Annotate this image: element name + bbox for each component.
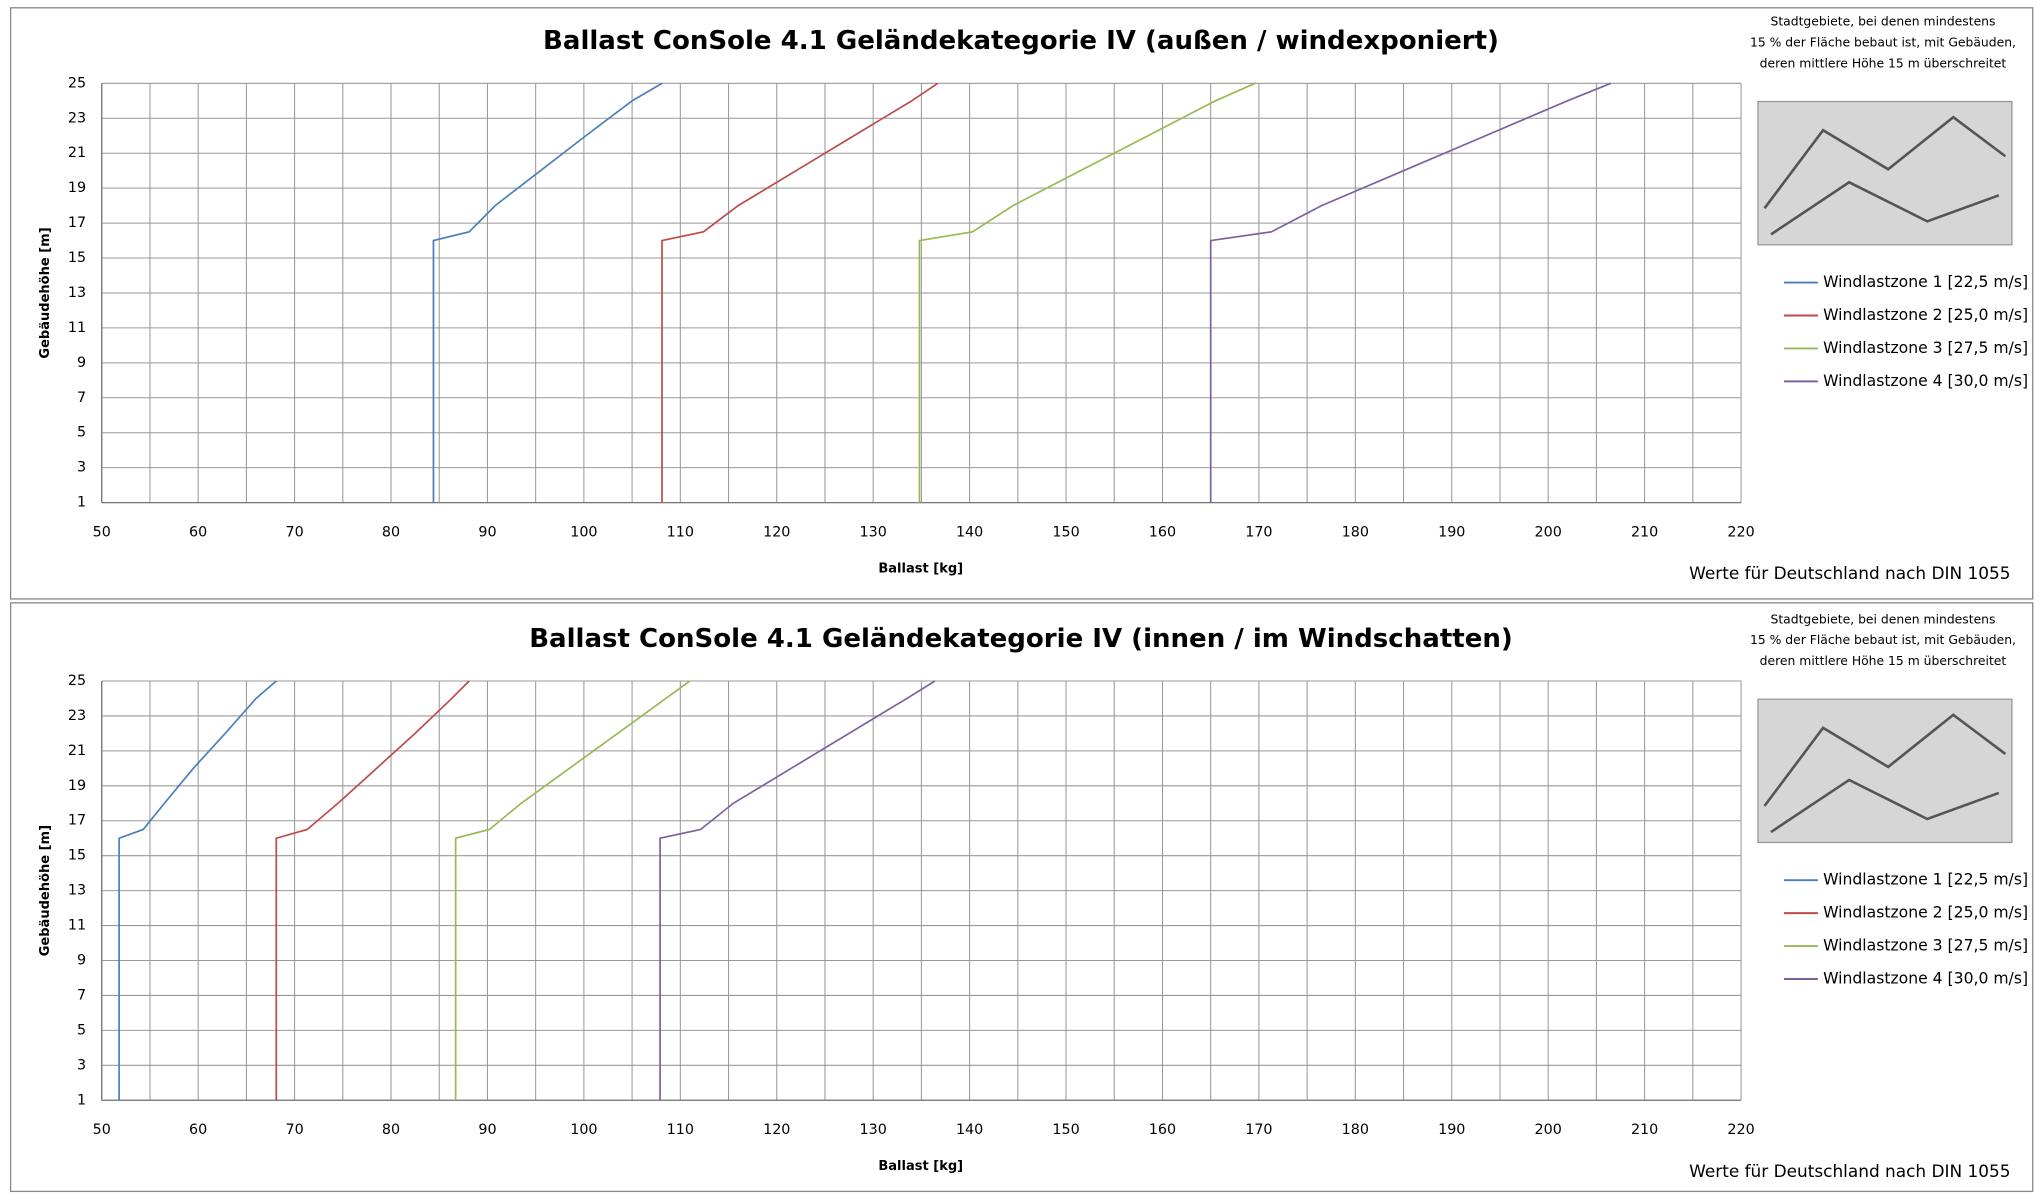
- y-tick-label: 19: [68, 778, 86, 794]
- y-tick-label: 5: [77, 1022, 86, 1038]
- legend-label: Windlastzone 4 [30,0 m/s]: [1823, 970, 2028, 988]
- y-axis-label: Gebäudehöhe [m]: [38, 825, 53, 956]
- y-tick-label: 1: [77, 495, 86, 511]
- dashboard: Ballast ConSole 4.1 Geländekategorie IV …: [0, 0, 2042, 1194]
- y-tick-label: 21: [68, 743, 86, 759]
- x-tick-label: 190: [1438, 525, 1465, 541]
- legend-label: Windlastzone 1 [22,5 m/s]: [1823, 273, 2028, 291]
- legend-label: Windlastzone 4 [30,0 m/s]: [1823, 372, 2028, 390]
- x-tick-label: 110: [667, 525, 694, 541]
- y-tick-label: 17: [68, 813, 86, 829]
- x-tick-label: 140: [956, 1122, 983, 1138]
- note: 15 % der Fläche bebaut ist, mit Gebäuden…: [1750, 633, 2016, 647]
- x-tick-label: 70: [285, 525, 303, 541]
- y-tick-label: 3: [77, 460, 86, 476]
- x-tick-label: 150: [1052, 525, 1079, 541]
- chart-title: Ballast ConSole 4.1 Geländekategorie IV …: [543, 26, 1499, 56]
- y-tick-label: 21: [68, 145, 86, 161]
- y-tick-label: 15: [68, 848, 86, 864]
- footer: Werte für Deutschland nach DIN 1055: [1689, 1161, 2010, 1181]
- x-tick-label: 170: [1245, 525, 1272, 541]
- x-axis-label: Ballast [kg]: [878, 1159, 963, 1174]
- x-tick-label: 220: [1727, 525, 1754, 541]
- x-tick-label: 140: [956, 525, 983, 541]
- x-tick-label: 60: [189, 525, 207, 541]
- legend-label: Windlastzone 3 [27,5 m/s]: [1823, 339, 2028, 357]
- x-tick-label: 190: [1438, 1122, 1465, 1138]
- y-tick-label: 7: [77, 987, 86, 1003]
- x-tick-label: 100: [570, 1122, 597, 1138]
- y-tick-label: 23: [68, 110, 86, 126]
- x-tick-label: 150: [1052, 1122, 1079, 1138]
- legend-label: Windlastzone 2 [25,0 m/s]: [1823, 904, 2028, 922]
- y-tick-label: 7: [77, 390, 86, 406]
- y-tick-label: 11: [68, 320, 86, 336]
- legend-label: Windlastzone 1 [22,5 m/s]: [1823, 871, 2028, 889]
- x-tick-label: 50: [93, 1122, 111, 1138]
- x-tick-label: 200: [1535, 1122, 1562, 1138]
- x-tick-label: 180: [1342, 1122, 1369, 1138]
- chart-title: Ballast ConSole 4.1 Geländekategorie IV …: [529, 624, 1513, 654]
- y-tick-label: 9: [77, 952, 86, 968]
- x-tick-label: 100: [570, 525, 597, 541]
- x-tick-label: 210: [1631, 525, 1658, 541]
- panel: [11, 603, 2033, 1192]
- x-tick-label: 80: [382, 525, 400, 541]
- y-tick-label: 17: [68, 215, 86, 231]
- note: Stadtgebiete, bei denen mindestens: [1770, 612, 1995, 626]
- legend-label: Windlastzone 3 [27,5 m/s]: [1823, 937, 2028, 955]
- note: Stadtgebiete, bei denen mindestens: [1770, 15, 1995, 29]
- x-tick-label: 220: [1727, 1122, 1754, 1138]
- x-tick-label: 160: [1149, 525, 1176, 541]
- y-tick-label: 13: [68, 883, 86, 899]
- x-tick-label: 170: [1245, 1122, 1272, 1138]
- note: 15 % der Fläche bebaut ist, mit Gebäuden…: [1750, 35, 2016, 49]
- x-tick-label: 90: [478, 525, 496, 541]
- y-tick-label: 23: [68, 708, 86, 724]
- x-tick-label: 120: [763, 525, 790, 541]
- y-tick-label: 11: [68, 918, 86, 934]
- x-tick-label: 60: [189, 1122, 207, 1138]
- panel: [11, 8, 2033, 599]
- x-tick-label: 130: [860, 525, 887, 541]
- y-tick-label: 15: [68, 250, 86, 266]
- x-tick-label: 110: [667, 1122, 694, 1138]
- x-tick-label: 160: [1149, 1122, 1176, 1138]
- x-tick-label: 210: [1631, 1122, 1658, 1138]
- y-tick-label: 1: [77, 1092, 86, 1108]
- city-image: [1758, 102, 2012, 245]
- x-tick-label: 200: [1535, 525, 1562, 541]
- x-tick-label: 120: [763, 1122, 790, 1138]
- x-tick-label: 90: [478, 1122, 496, 1138]
- x-tick-label: 130: [860, 1122, 887, 1138]
- legend-label: Windlastzone 2 [25,0 m/s]: [1823, 306, 2028, 324]
- x-axis-label: Ballast [kg]: [878, 562, 963, 577]
- note: deren mittlere Höhe 15 m überschreitet: [1760, 654, 2007, 668]
- footer: Werte für Deutschland nach DIN 1055: [1689, 563, 2010, 583]
- x-tick-label: 50: [93, 525, 111, 541]
- y-tick-label: 3: [77, 1057, 86, 1073]
- y-tick-label: 13: [68, 285, 86, 301]
- city-image: [1758, 699, 2012, 842]
- y-tick-label: 9: [77, 355, 86, 371]
- y-tick-label: 25: [68, 75, 86, 91]
- x-tick-label: 80: [382, 1122, 400, 1138]
- y-tick-label: 19: [68, 180, 86, 196]
- y-tick-label: 25: [68, 673, 86, 689]
- note: deren mittlere Höhe 15 m überschreitet: [1760, 56, 2007, 70]
- x-tick-label: 180: [1342, 525, 1369, 541]
- x-tick-label: 70: [285, 1122, 303, 1138]
- y-tick-label: 5: [77, 425, 86, 441]
- y-axis-label: Gebäudehöhe [m]: [38, 227, 53, 358]
